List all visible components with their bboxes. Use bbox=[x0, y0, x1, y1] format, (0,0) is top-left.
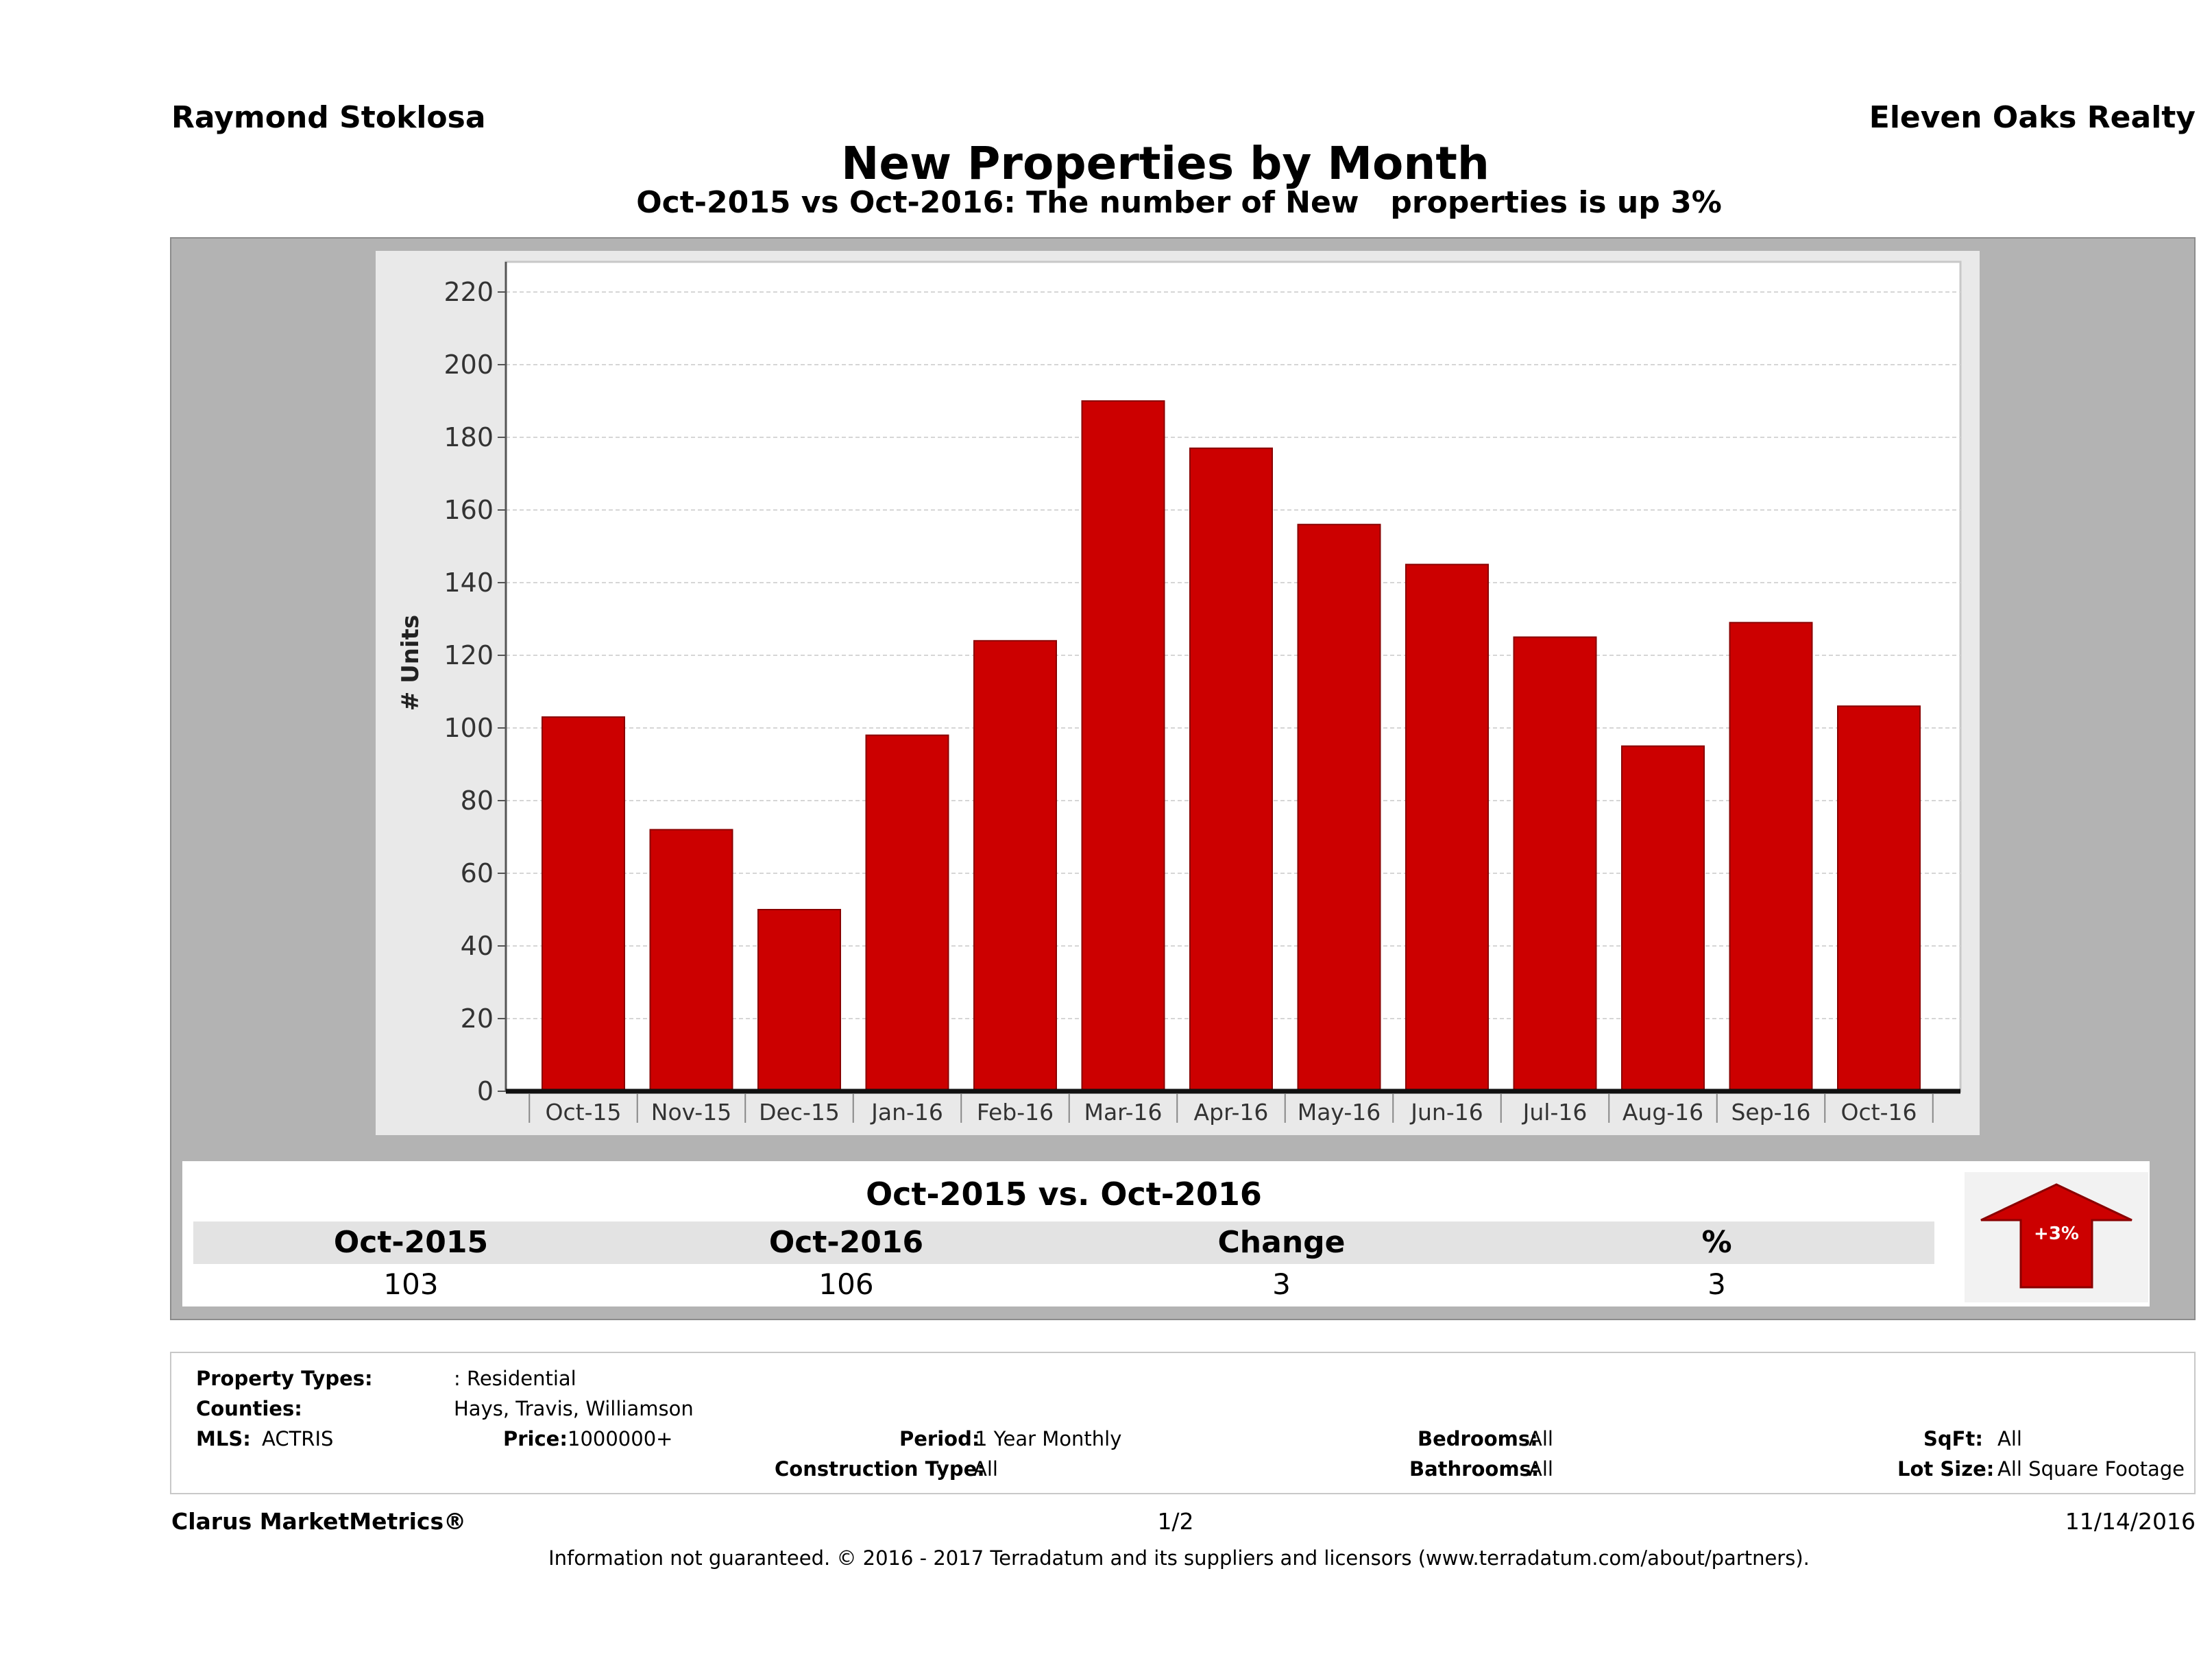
sqft-label: SqFt: bbox=[1923, 1427, 1983, 1450]
summary-col-oct2015: Oct-2015 bbox=[333, 1225, 489, 1260]
y-tick-label: 60 bbox=[461, 858, 494, 888]
chart-title: New Properties by Month bbox=[841, 137, 1490, 190]
bar bbox=[1513, 636, 1597, 1092]
y-tick-label: 80 bbox=[461, 786, 494, 816]
y-tick-label: 140 bbox=[443, 568, 494, 598]
x-tick-label: Sep-16 bbox=[1731, 1099, 1810, 1126]
y-tick-label: 20 bbox=[461, 1004, 494, 1034]
price-label: Price: bbox=[503, 1427, 568, 1450]
y-tick-label: 200 bbox=[443, 350, 494, 380]
y-tick-label: 0 bbox=[477, 1076, 494, 1106]
bar-chart: 0 20 40 60 80 100 120 140 160 180 200 220 # Units Oct… bbox=[397, 260, 1962, 1126]
summary-label-row: Oct-2015 Oct-2016 Change % bbox=[193, 1221, 1934, 1264]
x-tick-label: Nov-15 bbox=[651, 1099, 731, 1126]
summary-col-oct2016: Oct-2016 bbox=[768, 1225, 924, 1260]
change-badge: +3% bbox=[1965, 1172, 2148, 1302]
summary-heading: Oct-2015 vs. Oct-2016 bbox=[193, 1172, 1934, 1216]
bar bbox=[973, 640, 1057, 1092]
criteria-panel: Property Types: : Residential Counties: … bbox=[170, 1352, 2196, 1494]
summary-value-row: 103 106 3 3 bbox=[193, 1265, 1934, 1304]
x-tick-label: Aug-16 bbox=[1622, 1099, 1703, 1126]
summary-col-percent: % bbox=[1701, 1225, 1732, 1260]
bar bbox=[1081, 400, 1165, 1092]
summary-val-change: 3 bbox=[1272, 1267, 1291, 1301]
mls-value: ACTRIS bbox=[262, 1427, 334, 1450]
bar bbox=[1837, 705, 1921, 1092]
x-tick-label: Jan-16 bbox=[870, 1099, 943, 1126]
bathrooms-label: Bathrooms: bbox=[1409, 1457, 1540, 1481]
bar bbox=[1621, 745, 1705, 1092]
bar bbox=[542, 716, 625, 1092]
y-tick-label: 40 bbox=[461, 931, 494, 961]
bar bbox=[757, 909, 841, 1092]
x-tick-label: Jul-16 bbox=[1522, 1099, 1588, 1126]
x-tick-label: Apr-16 bbox=[1194, 1099, 1269, 1126]
x-tick-label: Jun-16 bbox=[1409, 1099, 1483, 1126]
summary-val-percent: 3 bbox=[1707, 1267, 1726, 1301]
y-tick-label: 100 bbox=[443, 713, 494, 743]
counties-label: Counties: bbox=[196, 1397, 302, 1420]
bathrooms-value: All bbox=[1529, 1457, 1553, 1481]
up-arrow-icon: +3% bbox=[1980, 1183, 2132, 1289]
property-types-value: : Residential bbox=[454, 1367, 576, 1390]
bar bbox=[1189, 447, 1273, 1092]
bedrooms-label: Bedrooms: bbox=[1418, 1427, 1538, 1450]
period-label: Period: bbox=[899, 1427, 980, 1450]
x-tick-label: Oct-15 bbox=[546, 1099, 622, 1126]
sqft-value: All bbox=[1997, 1427, 2022, 1450]
company-name: Eleven Oaks Realty bbox=[1869, 100, 2196, 135]
bar bbox=[1405, 563, 1489, 1092]
summary-val-oct2016: 106 bbox=[818, 1267, 874, 1301]
y-tick-label: 120 bbox=[443, 640, 494, 670]
y-tick-label: 180 bbox=[443, 422, 494, 452]
bar bbox=[865, 734, 949, 1092]
bar bbox=[1297, 524, 1381, 1092]
counties-value: Hays, Travis, Williamson bbox=[454, 1397, 694, 1420]
x-tick-label: Mar-16 bbox=[1084, 1099, 1162, 1126]
period-value: 1 Year Monthly bbox=[975, 1427, 1122, 1450]
page-number: 1/2 bbox=[1157, 1508, 1194, 1535]
construction-label: Construction Type: bbox=[775, 1457, 985, 1481]
x-tick-label: Dec-15 bbox=[759, 1099, 840, 1126]
x-tick-label: Feb-16 bbox=[977, 1099, 1054, 1126]
price-value: 1000000+ bbox=[568, 1427, 673, 1450]
property-types-label: Property Types: bbox=[196, 1367, 373, 1390]
y-axis-label: # Units bbox=[397, 615, 424, 711]
summary-val-oct2015: 103 bbox=[383, 1267, 439, 1301]
summary-col-change: Change bbox=[1217, 1225, 1346, 1260]
x-tick-label: Oct-16 bbox=[1841, 1099, 1917, 1126]
x-tick-label: May-16 bbox=[1298, 1099, 1381, 1126]
agent-name: Raymond Stoklosa bbox=[171, 100, 486, 135]
footer-brand: Clarus MarketMetrics® bbox=[171, 1508, 467, 1535]
y-tick-label: 220 bbox=[443, 277, 494, 307]
mls-label: MLS: bbox=[196, 1427, 251, 1450]
bar bbox=[649, 829, 733, 1093]
chart-area: 0 20 40 60 80 100 120 140 160 180 200 220 # Units Oct… bbox=[376, 251, 1980, 1135]
bar bbox=[1729, 622, 1813, 1092]
y-tick-label: 160 bbox=[443, 495, 494, 525]
chart-subtitle: Oct-2015 vs Oct-2016: The number of New … bbox=[636, 185, 1722, 220]
disclaimer: Information not guaranteed. © 2016 - 201… bbox=[548, 1546, 1810, 1570]
report-date: 11/14/2016 bbox=[2065, 1508, 2196, 1535]
lot-size-label: Lot Size: bbox=[1897, 1457, 1995, 1481]
lot-size-value: All Square Footage bbox=[1997, 1457, 2185, 1481]
construction-value: All bbox=[973, 1457, 998, 1481]
bedrooms-value: All bbox=[1529, 1427, 1553, 1450]
change-badge-label: +3% bbox=[2034, 1224, 2079, 1244]
